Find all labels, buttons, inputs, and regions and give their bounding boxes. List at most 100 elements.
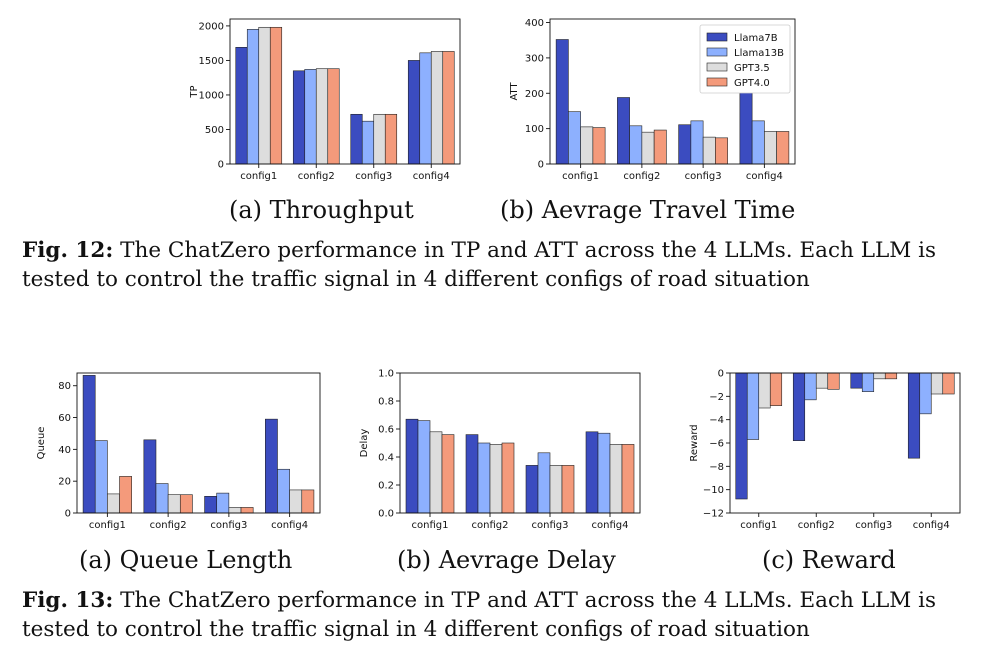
figure-13-caption: Fig. 13: The ChatZero performance in TP … — [22, 586, 982, 644]
bar-reward-GPT3.5-config4 — [930, 372, 944, 395]
x-tick-label-reward-1: config2 — [798, 520, 835, 531]
x-tick-label-queue-1: config2 — [150, 520, 187, 531]
bar-tp-GPT4.0-config3 — [384, 113, 398, 165]
bar-tp-GPT3.5-config2 — [315, 68, 329, 165]
subcaption-reward: (c) Reward — [762, 546, 896, 574]
bar-queue-Llama7B-config1 — [82, 375, 96, 514]
bar-tp-Llama13B-config1 — [246, 29, 260, 165]
y-tick-label-reward-1: −10 — [703, 485, 724, 496]
y-tick-label-reward-4: −4 — [709, 415, 724, 426]
subcaption-average-delay: (b) Aevrage Delay — [397, 546, 616, 574]
legend-label-Llama7B: Llama7B — [734, 33, 778, 44]
figure-12-label: Fig. 12: — [22, 238, 114, 263]
legend-swatch-Llama7B — [706, 32, 728, 42]
x-tick-label-delay-3: config4 — [592, 520, 629, 531]
y-axis-label-tp: TP — [189, 85, 200, 98]
chart-reward: −12 −10 −8 −6 −4 −2 0 config1 config2 config3 conf… — [689, 369, 961, 531]
bar-queue-GPT4.0-config1 — [119, 476, 132, 514]
bar-reward-GPT3.5-config3 — [873, 372, 886, 380]
x-tick-label-att-3: config4 — [746, 171, 783, 182]
bar-queue-GPT3.5-config3 — [228, 507, 242, 514]
bar-reward-GPT4.0-config4 — [942, 372, 955, 395]
bar-att-Llama7B-config4 — [739, 87, 753, 165]
x-tick-label-queue-2: config3 — [210, 520, 247, 531]
bar-queue-GPT4.0-config2 — [179, 494, 193, 514]
bar-queue-GPT3.5-config4 — [289, 489, 303, 514]
bar-tp-Llama13B-config2 — [304, 69, 317, 165]
bar-att-Llama13B-config4 — [751, 120, 765, 165]
y-tick-label-att-2: 200 — [525, 89, 544, 100]
bar-reward-Llama7B-config2 — [792, 372, 806, 441]
bar-att-GPT3.5-config1 — [580, 126, 594, 165]
y-axis-label-reward: Reward — [689, 424, 700, 461]
chart-throughput: 0 500 1000 1500 2000 config1 config2 config3 con… — [189, 18, 461, 182]
bar-queue-GPT4.0-config3 — [240, 507, 254, 514]
x-tick-label-delay-2: config3 — [532, 520, 569, 531]
bar-att-Llama13B-config2 — [629, 125, 643, 165]
bar-reward-GPT4.0-config2 — [827, 372, 840, 390]
bar-delay-GPT4.0-config1 — [441, 434, 455, 514]
bar-att-GPT3.5-config3 — [702, 136, 716, 165]
bar-tp-GPT3.5-config4 — [430, 51, 444, 165]
bar-reward-Llama7B-config3 — [850, 372, 863, 389]
chart-average-delay: 0.0 0.2 0.4 0.6 0.8 1.0 config1 config2 config3 c… — [359, 369, 641, 531]
bar-delay-GPT4.0-config3 — [561, 465, 575, 514]
figure-12-caption: Fig. 12: The ChatZero performance in TP … — [22, 236, 982, 294]
x-tick-label-tp-0: config1 — [240, 171, 277, 182]
bar-att-Llama7B-config1 — [555, 39, 569, 165]
bar-tp-Llama7B-config2 — [292, 70, 306, 165]
bar-tp-GPT4.0-config1 — [269, 26, 283, 165]
plot-frame-delay — [399, 372, 641, 514]
subcaption-average-travel-time: (b) Aevrage Travel Time — [500, 196, 796, 224]
bar-tp-Llama7B-config4 — [407, 60, 421, 165]
x-tick-label-att-1: config2 — [623, 171, 660, 182]
legend-swatch-GPT3.5 — [706, 62, 728, 72]
y-tick-label-queue-1: 20 — [58, 477, 71, 488]
x-tick-label-att-2: config3 — [685, 171, 722, 182]
bar-reward-Llama13B-config3 — [861, 372, 875, 392]
bar-reward-GPT4.0-config3 — [884, 372, 898, 380]
legend-swatch-Llama13B — [706, 47, 728, 57]
x-tick-label-tp-3: config4 — [413, 171, 450, 182]
y-axis-label-queue: Queue — [36, 427, 47, 460]
plot-frame-att — [549, 18, 796, 165]
legend-swatch-GPT4.0 — [706, 77, 728, 87]
bar-att-GPT4.0-config4 — [776, 131, 790, 165]
bar-att-Llama13B-config1 — [568, 111, 581, 165]
bar-tp-Llama13B-config4 — [419, 52, 432, 165]
bar-delay-Llama7B-config4 — [585, 431, 599, 514]
bar-tp-GPT3.5-config1 — [258, 26, 271, 165]
bar-delay-Llama13B-config3 — [537, 452, 551, 514]
bar-tp-GPT3.5-config3 — [373, 113, 386, 165]
chart-queue-length: 0 20 40 60 80 config1 config2 config3 config4 Que… — [36, 372, 321, 531]
bar-att-Llama7B-config3 — [678, 124, 692, 165]
bar-queue-Llama13B-config3 — [216, 492, 230, 514]
bar-tp-GPT4.0-config2 — [327, 68, 340, 165]
bar-reward-GPT3.5-config1 — [758, 372, 771, 409]
plot-frame-tp — [229, 18, 461, 165]
x-tick-label-reward-3: config4 — [913, 520, 950, 531]
bar-delay-GPT3.5-config3 — [549, 465, 563, 514]
bar-tp-Llama13B-config3 — [361, 120, 375, 165]
bar-delay-GPT3.5-config1 — [429, 431, 443, 514]
bar-att-Llama13B-config3 — [690, 120, 704, 165]
bar-delay-GPT4.0-config2 — [501, 442, 515, 514]
x-tick-label-tp-1: config2 — [298, 171, 335, 182]
bar-delay-Llama13B-config4 — [597, 432, 611, 514]
bar-delay-GPT3.5-config4 — [609, 444, 623, 514]
x-tick-label-tp-2: config3 — [355, 171, 392, 182]
bar-delay-Llama13B-config1 — [417, 420, 431, 514]
bar-att-Llama7B-config2 — [617, 97, 630, 165]
x-tick-label-queue-0: config1 — [89, 520, 126, 531]
y-tick-label-queue-0: 0 — [65, 509, 71, 520]
bar-att-GPT4.0-config2 — [653, 129, 667, 165]
y-tick-label-reward-5: −2 — [709, 392, 724, 403]
y-tick-label-tp-3: 1500 — [199, 56, 224, 67]
bar-att-GPT3.5-config2 — [641, 131, 655, 165]
y-tick-label-delay-3: 0.6 — [378, 425, 394, 436]
x-tick-label-reward-0: config1 — [740, 520, 777, 531]
bar-delay-GPT3.5-config2 — [489, 444, 503, 514]
y-tick-label-queue-3: 60 — [58, 413, 71, 424]
chart-average-travel-time: 0 100 200 300 400 config1 config2 config3 config… — [509, 18, 796, 182]
